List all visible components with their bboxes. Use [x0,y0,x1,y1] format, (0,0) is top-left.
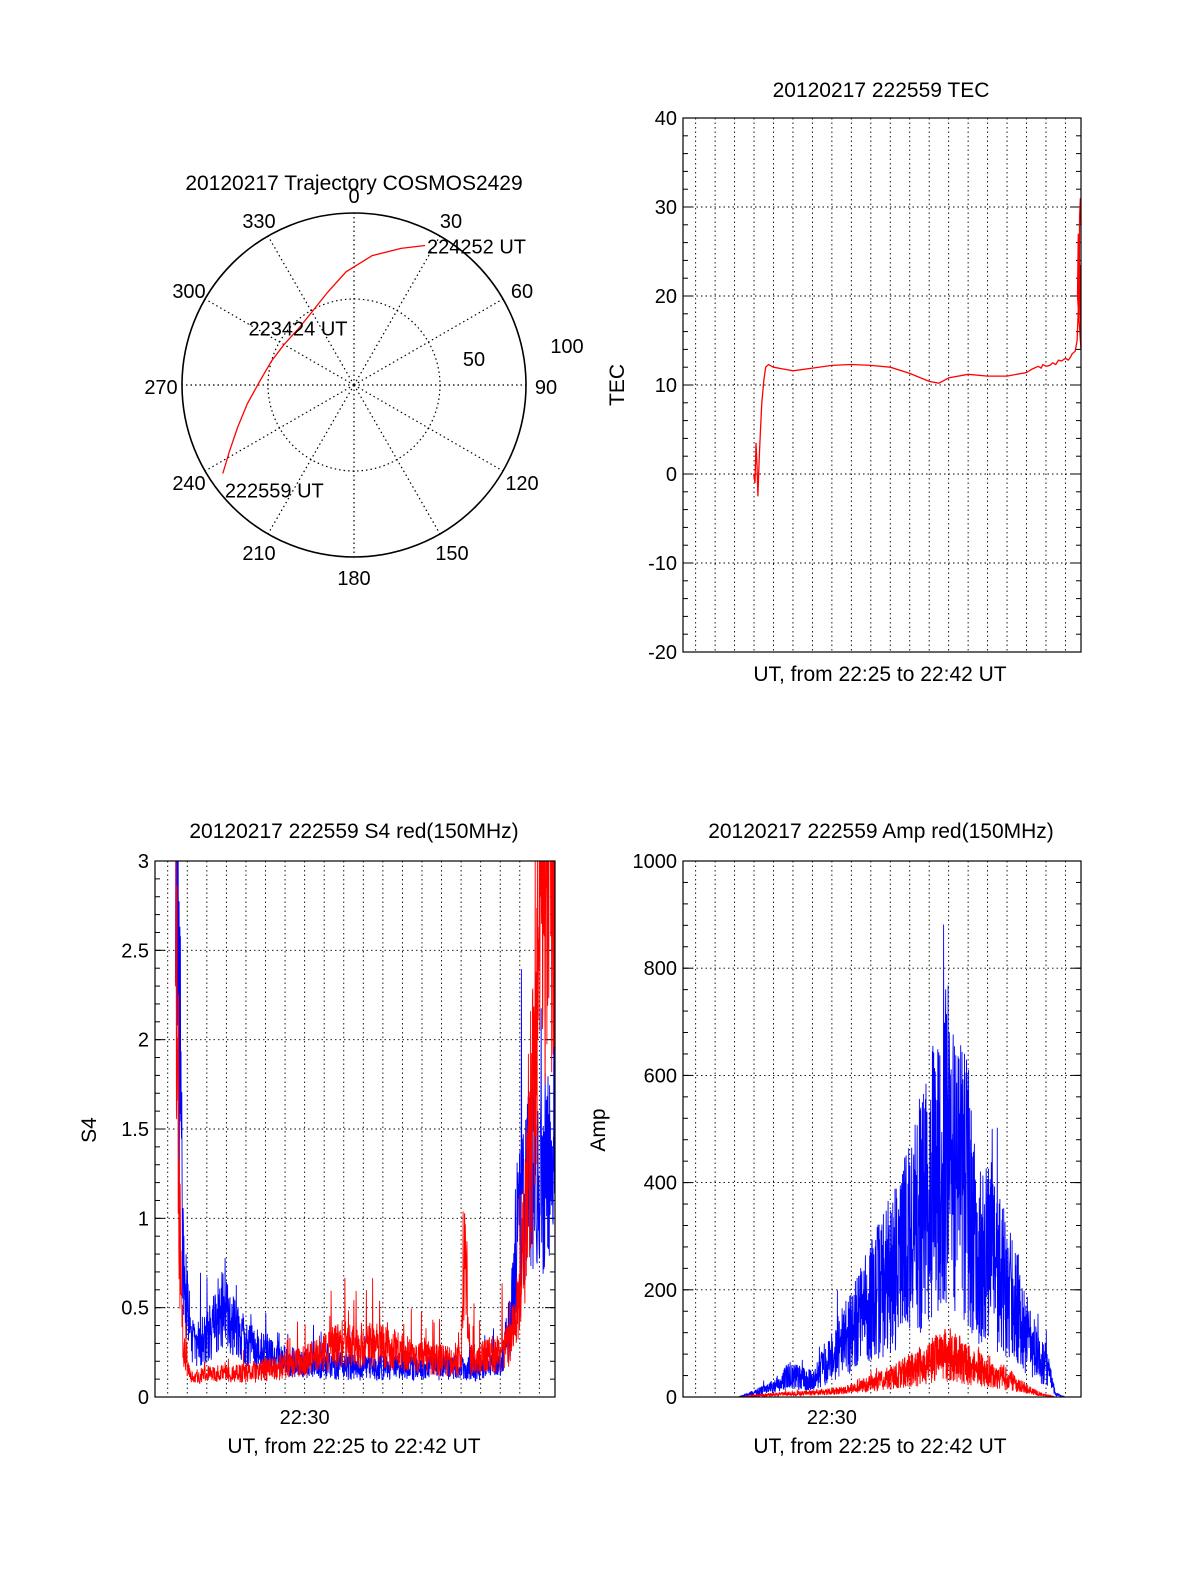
trajectory-time-label: 223424 UT [249,319,348,341]
polar-azimuth-label: 240 [172,473,205,495]
s4-xlabel: UT, from 22:25 to 22:42 UT [227,1435,480,1458]
amp-series [738,924,1081,1397]
tec-ytick-label: 10 [655,375,677,397]
s4-title: 20120217 222559 S4 red(150MHz) [189,820,518,843]
tec-ytick-label: 0 [666,464,677,486]
amp-ytick-label: 1000 [633,851,678,873]
s4-ytick-label: 2.5 [121,940,149,962]
polar-radial-label: 50 [463,349,485,371]
tec-ytick-label: -20 [648,642,677,664]
s4-ytick-label: 1.5 [121,1119,149,1141]
s4-ylabel: S4 [78,1117,101,1143]
amp-frame [682,860,1082,1398]
trajectory-panel: 20120217 Trajectory COSMOS2429 0 30 60 90 12… [144,172,583,590]
polar-spoke [353,384,504,472]
tec-grid: -20 -10 0 10 20 30 40 [648,108,1081,664]
polar-azimuth-label: 300 [172,281,205,303]
amp-ytick-label: 400 [644,1173,677,1195]
amp-line-blue [738,924,1081,1397]
amp-line-red [738,1328,1081,1397]
polar-spoke [267,235,355,386]
tec-line [752,198,1082,497]
tec-panel: 20120217 222559 TEC TEC UT, from 22:25 t… [606,79,1082,686]
tec-xlabel: UT, from 22:25 to 22:42 UT [753,663,1006,686]
tec-ytick-label: 20 [655,286,677,308]
polar-spoke [353,298,504,386]
amp-xlabel: UT, from 22:25 to 22:42 UT [753,1435,1006,1458]
polar-azimuth-label: 330 [242,211,275,233]
polar-radial-label: 100 [550,336,583,358]
amp-ytick-label: 0 [666,1387,677,1409]
s4-series [175,861,555,1385]
s4-line-red [175,861,555,1385]
amp-ytick-label: 200 [644,1280,677,1302]
s4-ytick-label: 0.5 [121,1298,149,1320]
amp-xtick-label: 22:30 [807,1407,857,1429]
tec-title: 20120217 222559 TEC [773,79,990,102]
s4-ytick-label: 1 [138,1208,149,1230]
polar-azimuth-label: 0 [348,186,359,208]
s4-ytick-label: 2 [138,1030,149,1052]
polar-azimuth-label: 270 [144,377,177,399]
polar-azimuth-label: 120 [505,473,538,495]
polar-azimuth-label: 150 [435,543,468,565]
amp-ylabel: Amp [587,1108,610,1151]
trajectory-time-label: 224252 UT [427,237,526,259]
amp-ytick-label: 800 [644,958,677,980]
polar-spoke [204,298,355,386]
polar-azimuth-label: 180 [337,568,370,590]
amp-ytick-label: 600 [644,1065,677,1087]
polar-azimuth-label: 30 [440,211,462,233]
polar-spoke [204,384,355,472]
trajectory-title: 20120217 Trajectory COSMOS2429 [185,172,522,195]
polar-spoke [353,235,441,386]
tec-ytick-label: 40 [655,108,677,130]
polar-azimuth-labels: 0 30 60 90 120 150 180 210 240 270 300 330 50 100 [144,186,583,590]
s4-ytick-label: 3 [138,851,149,873]
s4-xtick-label: 22:30 [280,1407,330,1429]
tec-ytick-label: 30 [655,197,677,219]
polar-azimuth-label: 60 [511,281,533,303]
tec-plot-area: -20 -10 0 10 20 30 40 [648,108,1082,664]
amp-title: 20120217 222559 Amp red(150MHz) [708,820,1054,843]
polar-grid [181,212,527,558]
trajectory-time-label: 222559 UT [225,480,324,502]
tec-ytick-label: -10 [648,553,677,575]
s4-plot-area: 0 0.5 1 1.5 2 2.5 3 22:30 [121,851,556,1429]
polar-spoke [267,384,355,535]
s4-frame [154,860,556,1398]
polar-azimuth-label: 210 [242,543,275,565]
polar-spoke [353,384,441,535]
tec-frame [682,117,1082,653]
amp-panel: 20120217 222559 Amp red(150MHz) Amp UT, … [587,820,1082,1458]
amp-plot-area: 0 200 400 600 800 1000 22:30 [633,851,1082,1429]
polar-annotations: 224252 UT 223424 UT 222559 UT [225,237,526,503]
polar-series [222,244,426,474]
trajectory-line [222,244,426,474]
tec-ylabel: TEC [606,364,629,406]
polar-azimuth-label: 90 [535,377,557,399]
s4-ytick-label: 0 [138,1387,149,1409]
s4-panel: 20120217 222559 S4 red(150MHz) S4 UT, fr… [78,820,556,1458]
